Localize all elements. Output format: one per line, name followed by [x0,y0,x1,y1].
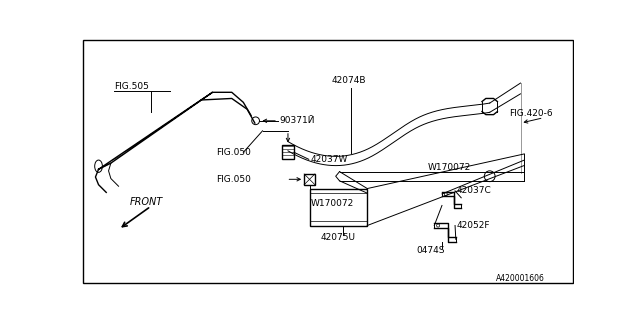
Text: FIG.505: FIG.505 [114,82,149,91]
Text: 90371Ӣ: 90371Ӣ [280,116,315,125]
Text: FIG.050: FIG.050 [216,148,252,157]
Bar [310,188,367,226]
Bar [282,145,294,159]
Text: FRONT: FRONT [129,197,163,207]
Text: W170072: W170072 [428,163,471,172]
Text: 42052F: 42052F [456,221,490,230]
Text: 42037C: 42037C [456,186,492,195]
Text: 42037W: 42037W [310,155,348,164]
Text: FIG.420-6: FIG.420-6 [509,109,552,118]
Text: A420001606: A420001606 [496,274,545,283]
Text: W170072: W170072 [311,199,355,208]
Text: 42075U: 42075U [320,233,355,242]
Text: FIG.050: FIG.050 [216,175,252,184]
Text: 0474S: 0474S [417,246,445,255]
Text: 42074B: 42074B [332,76,366,85]
Bar [304,174,315,185]
